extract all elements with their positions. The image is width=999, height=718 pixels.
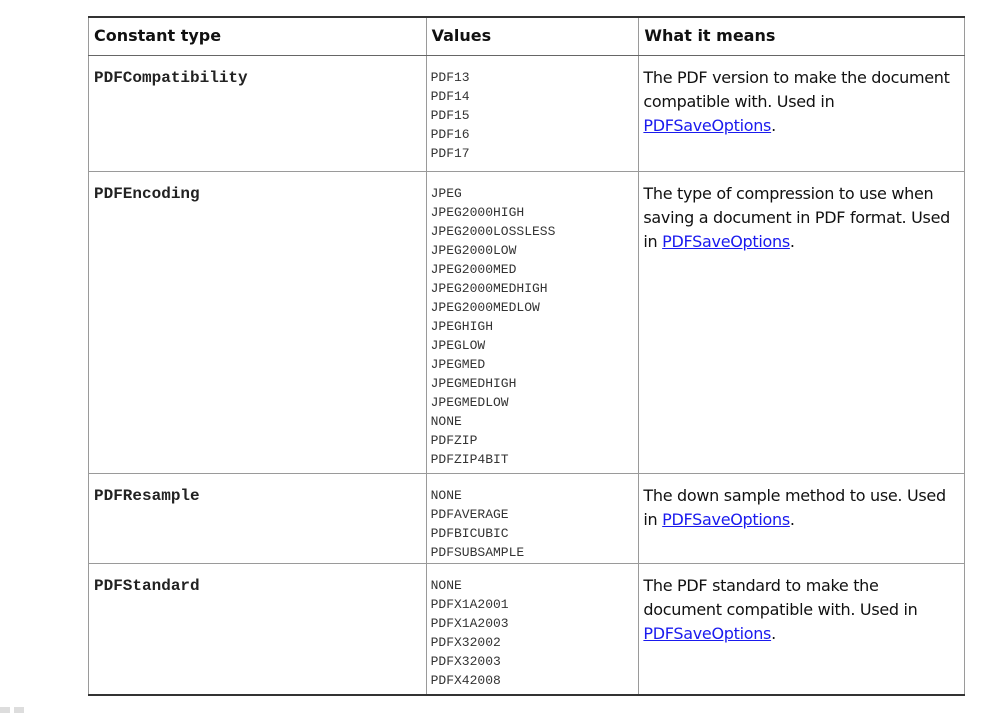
value-item: PDFZIP [430,432,478,448]
header-constant-type: Constant type [88,16,427,56]
pdfsaveoptions-link[interactable]: PDFSaveOptions [662,509,790,529]
header-values: Values [425,16,640,56]
table-row: PDFCompatibility PDF13 PDF14 PDF15 PDF16 PDF… [88,54,965,172]
value-item: JPEG [430,185,462,201]
value-item: JPEG2000LOSSLESS [430,223,556,239]
value-item: PDFX32002 [430,634,501,650]
header-meaning: What it means [638,16,965,56]
value-item: PDF15 [430,107,470,123]
value-item: JPEG2000LOW [430,242,517,258]
page-marker [0,700,30,713]
meaning-text: The down sample method to use. Used in [643,485,946,529]
meaning: The type of compression to use when savi… [638,170,965,474]
values-list: JPEG JPEG2000HIGH JPEG2000LOSSLESS JPEG2000… [425,170,640,474]
constants-table: Constant type Values What it means PDFCo… [88,16,965,696]
constant-type: PDFCompatibility [88,54,427,172]
meaning-text: The PDF standard to make the document co… [643,575,918,619]
value-item: NONE [430,577,462,593]
value-item: JPEGLOW [430,337,486,353]
value-item: JPEGMED [430,356,486,372]
value-item: PDFX1A2001 [430,596,509,612]
meaning: The PDF version to make the document com… [638,54,965,172]
meaning-end: . [789,509,795,529]
value-item: NONE [430,487,462,503]
meaning-text: The PDF version to make the document com… [643,67,950,111]
table-row: PDFResample NONE PDFAVERAGE PDFBICUBIC PDFS… [88,472,965,564]
value-item: JPEGHIGH [430,318,494,334]
value-item: PDF13 [430,69,470,85]
value-item: PDFZIP4BIT [430,451,509,467]
meaning-end: . [771,623,776,643]
meaning-end: . [789,231,795,251]
value-item: PDF16 [430,126,470,142]
values-list: NONE PDFAVERAGE PDFBICUBIC PDFSUBSAMPLE [425,472,640,564]
value-item: PDFSUBSAMPLE [430,544,525,560]
pdfsaveoptions-link[interactable]: PDFSaveOptions [643,623,772,643]
meaning: The down sample method to use. Used in P… [638,472,965,564]
pdfsaveoptions-link[interactable]: PDFSaveOptions [662,231,790,251]
pdfsaveoptions-link[interactable]: PDFSaveOptions [643,115,772,135]
values-list: PDF13 PDF14 PDF15 PDF16 PDF17 [425,54,640,172]
value-item: PDFX32003 [430,653,501,669]
values-list: NONE PDFX1A2001 PDFX1A2003 PDFX32002 PDFX320… [425,562,640,696]
constant-type: PDFResample [88,472,427,564]
value-item: PDFX42008 [430,672,501,688]
value-item: PDF17 [430,145,470,161]
value-item: JPEGMEDLOW [430,394,509,410]
value-item: JPEG2000HIGH [430,204,525,220]
table-row: PDFEncoding JPEG JPEG2000HIGH JPEG2000LOSS… [88,170,965,474]
value-item: NONE [430,413,462,429]
value-item: PDFX1A2003 [430,615,509,631]
meaning-end: . [771,115,776,135]
constant-type: PDFStandard [88,562,427,696]
constant-type: PDFEncoding [88,170,427,474]
value-item: PDFAVERAGE [430,506,509,522]
value-item: JPEG2000MEDLOW [430,299,540,315]
value-item: JPEGMEDHIGH [430,375,517,391]
header-row: Constant type Values What it means [88,16,965,56]
meaning: The PDF standard to make the document co… [638,562,965,696]
value-item: PDF14 [430,88,470,104]
value-item: JPEG2000MEDHIGH [430,280,548,296]
value-item: PDFBICUBIC [430,525,509,541]
table-row: PDFStandard NONE PDFX1A2001 PDFX1A2003 PDFX… [88,562,965,696]
meaning-text: The type of compression to use when savi… [643,183,950,251]
value-item: JPEG2000MED [430,261,517,277]
